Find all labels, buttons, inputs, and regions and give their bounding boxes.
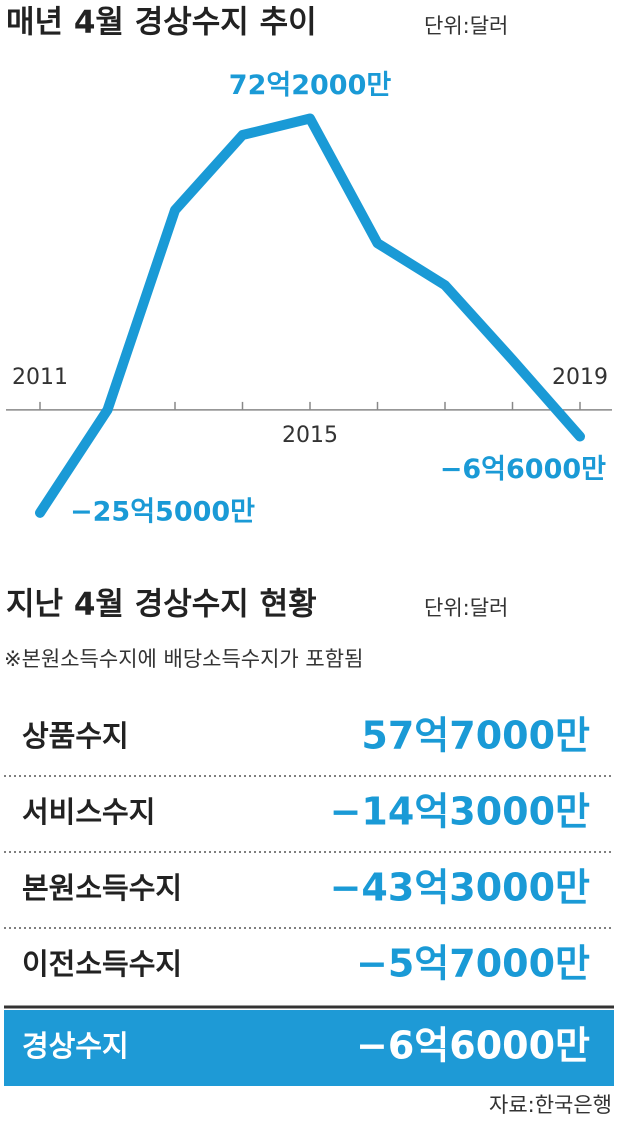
- row-label: 이전소득수지: [22, 947, 182, 981]
- row-value: −6억6000만: [356, 1024, 590, 1068]
- total-row-bg: [4, 1010, 614, 1086]
- row-value: −43억3000만: [330, 866, 590, 910]
- row-value: −14억3000만: [330, 790, 590, 834]
- x-tick-label: 2011: [12, 365, 68, 390]
- table-title: 지난 4월 경상수지 현황: [6, 587, 317, 623]
- row-label: 상품수지: [22, 719, 129, 753]
- row-label: 경상수지: [22, 1029, 129, 1063]
- value-label: 72억2000만: [229, 70, 392, 101]
- chart-unit: 단위:달러: [424, 14, 508, 38]
- data-line: [35, 113, 585, 518]
- row-value: 57억7000만: [361, 714, 590, 758]
- source: 자료:한국은행: [489, 1093, 612, 1117]
- value-label: −6억6000만: [440, 454, 606, 485]
- value-label: −25억5000만: [70, 496, 255, 527]
- table-unit: 단위:달러: [424, 596, 508, 620]
- table-note: ※본원소득수지에 배당소득수지가 포함됨: [4, 647, 363, 671]
- x-tick-label: 2019: [552, 365, 608, 390]
- row-value: −5억7000만: [356, 942, 590, 986]
- row-label: 본원소득수지: [22, 871, 182, 905]
- x-tick-label: 2015: [282, 423, 338, 448]
- chart-title: 매년 4월 경상수지 추이: [6, 5, 317, 41]
- row-label: 서비스수지: [22, 795, 155, 829]
